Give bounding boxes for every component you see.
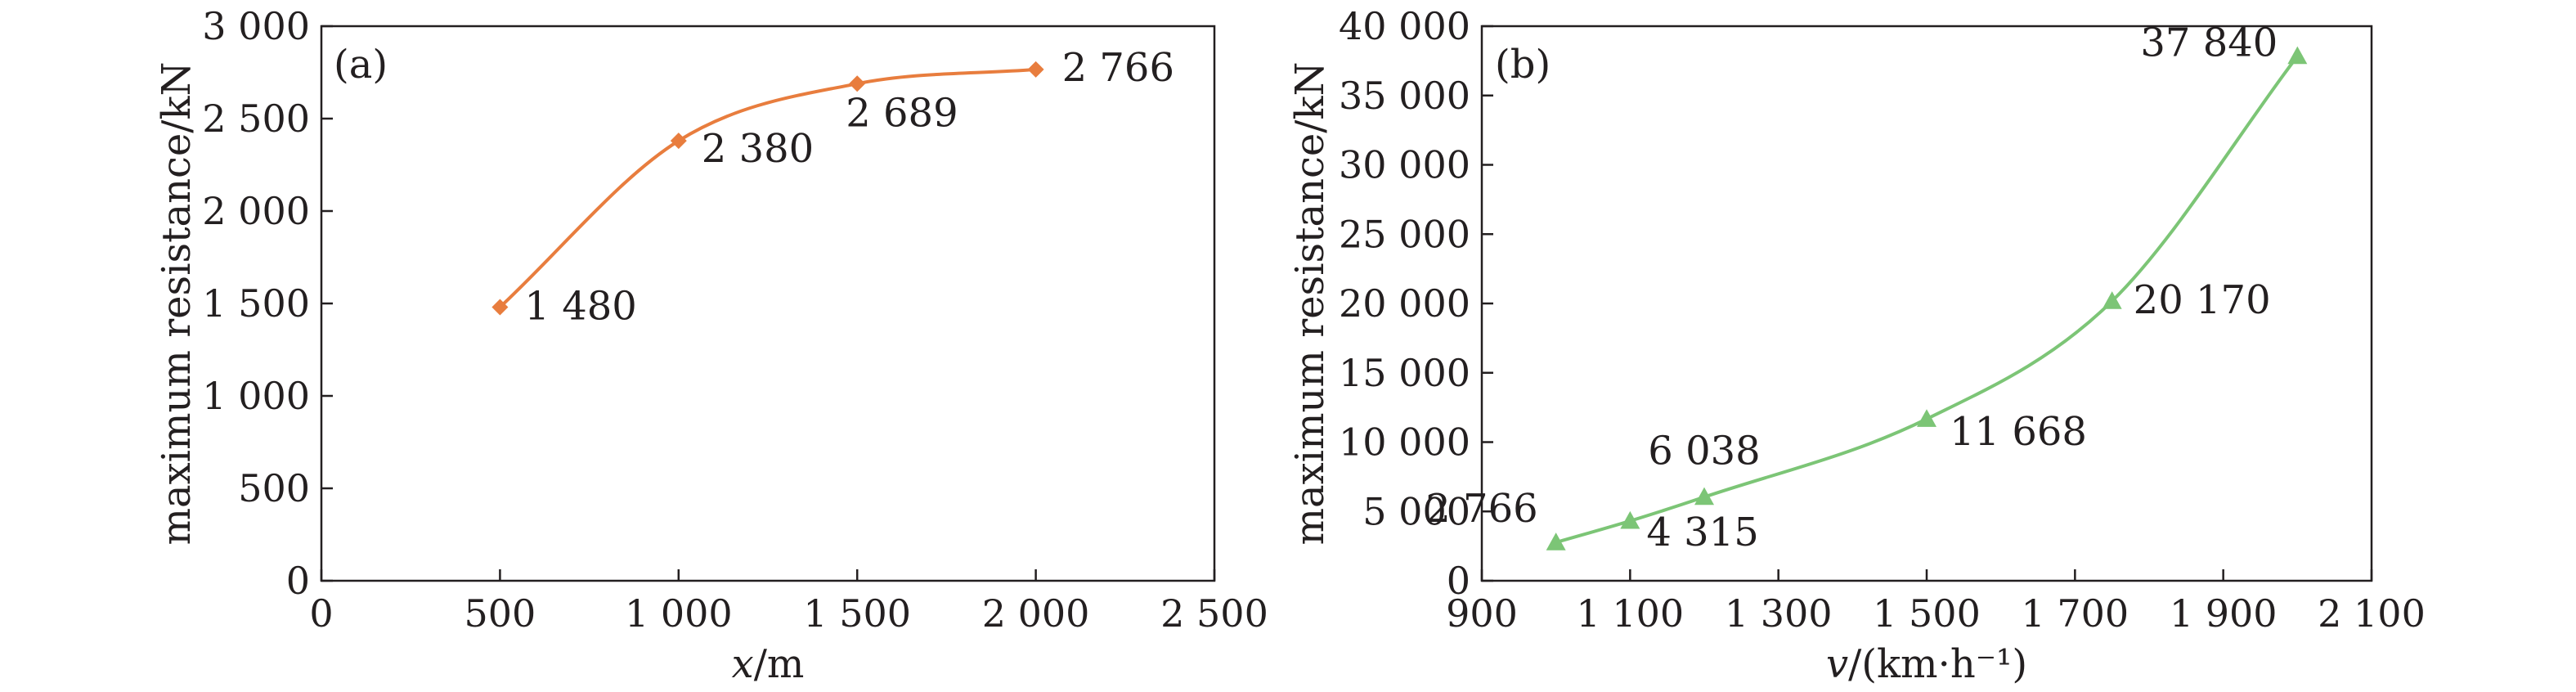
y-tick-label: 40 000 xyxy=(1339,4,1470,48)
data-label: 2 689 xyxy=(846,90,958,136)
data-point-triangle xyxy=(2287,46,2308,65)
y-tick-label: 0 xyxy=(286,559,310,603)
x-tick-label: 500 xyxy=(464,591,536,636)
y-tick-label: 30 000 xyxy=(1339,143,1470,187)
x-axis-title: x/m xyxy=(732,641,805,687)
x-tick-label: 900 xyxy=(1446,591,1518,636)
y-tick-label: 5 000 xyxy=(1362,489,1470,533)
data-point-diamond xyxy=(670,133,687,150)
data-label: 11 668 xyxy=(1950,409,2087,455)
data-label: 6 038 xyxy=(1648,429,1760,474)
x-tick-label: 2 500 xyxy=(1160,591,1268,636)
panel-label: (a) xyxy=(334,42,388,88)
y-tick-label: 15 000 xyxy=(1339,351,1470,395)
x-tick-label: 1 700 xyxy=(2021,591,2129,636)
y-tick-label: 2 500 xyxy=(202,97,310,141)
y-axis-title: maximum resistance/kN xyxy=(154,61,200,545)
y-tick-label: 3 000 xyxy=(202,4,310,48)
y-axis-title: maximum resistance/kN xyxy=(1287,61,1333,545)
data-point-diamond xyxy=(491,299,509,316)
data-label: 1 480 xyxy=(524,284,636,330)
data-label: 2 380 xyxy=(702,126,814,172)
y-tick-label: 0 xyxy=(1447,559,1470,603)
x-tick-label: 1 500 xyxy=(803,591,911,636)
data-point-triangle xyxy=(1694,487,1714,506)
data-point-triangle xyxy=(1546,532,1566,550)
chart-panel-a: 0 500 1 000 1 500 2 000 2 500 0 500 1 000 1 500 2 … xyxy=(154,4,1268,687)
data-label: 2 766 xyxy=(1062,45,1174,91)
data-point-triangle xyxy=(1620,510,1640,529)
y-tick-label: 500 xyxy=(238,466,310,510)
data-point-diamond xyxy=(849,75,866,92)
data-point-diamond xyxy=(1027,61,1044,78)
y-tick-label: 1 000 xyxy=(202,374,310,418)
y-tick-label: 2 000 xyxy=(202,189,310,233)
x-tick-label: 1 500 xyxy=(1873,591,1981,636)
y-tick-label: 1 500 xyxy=(202,281,310,326)
x-tick-label: 1 100 xyxy=(1576,591,1684,636)
data-point-triangle xyxy=(2102,291,2122,309)
data-point-triangle xyxy=(1917,409,1936,427)
series-line xyxy=(498,67,1038,309)
data-label: 20 170 xyxy=(2134,277,2271,323)
x-tick-label: 1 000 xyxy=(625,591,733,636)
plot-frame xyxy=(320,25,1216,582)
data-label: 2 766 xyxy=(1425,486,1537,532)
panel-label: (b) xyxy=(1495,42,1551,88)
data-label: 4 315 xyxy=(1646,510,1758,555)
x-tick-label: 2 000 xyxy=(982,591,1090,636)
x-tick-label: 0 xyxy=(309,591,333,636)
x-axis-title: v/(km·h⁻¹) xyxy=(1826,641,2027,687)
y-tick-label: 20 000 xyxy=(1339,281,1470,326)
y-tick-label: 35 000 xyxy=(1339,74,1470,118)
chart-panel-b: 900 1 100 1 300 1 500 1 700 1 900 2 100 0 5 000 1… xyxy=(1287,4,2426,687)
x-tick-label: 1 300 xyxy=(1725,591,1833,636)
x-tick-label: 1 900 xyxy=(2170,591,2278,636)
y-tick-label: 10 000 xyxy=(1339,420,1470,465)
x-tick-label: 2 100 xyxy=(2318,591,2426,636)
data-label: 37 840 xyxy=(2140,20,2278,66)
y-tick-label: 25 000 xyxy=(1339,212,1470,256)
